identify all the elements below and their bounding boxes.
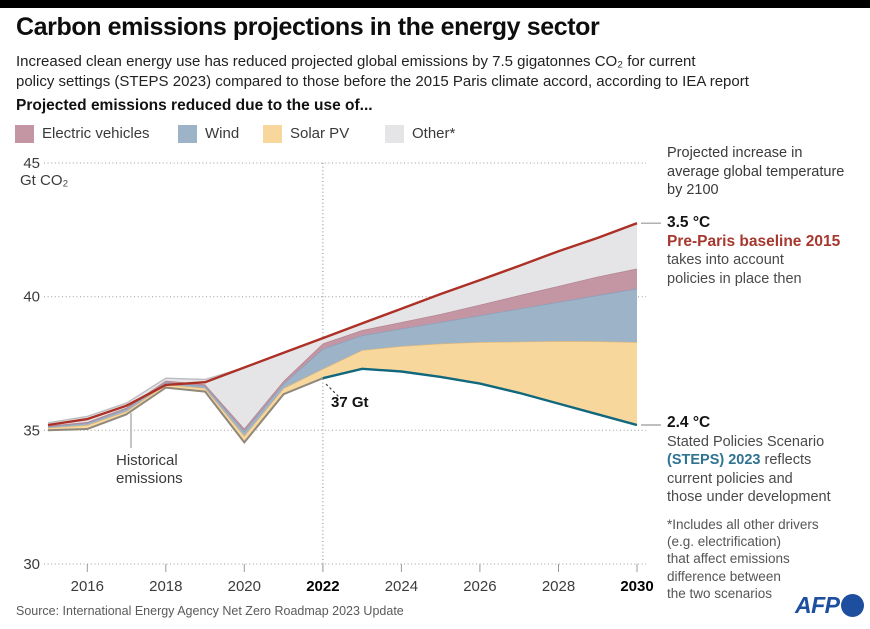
historical-emissions-label: Historical emissions — [116, 452, 183, 487]
temperature-note: Projected increase in average global tem… — [667, 145, 845, 198]
steps-temp: 2.4 °C — [667, 414, 711, 431]
y-axis-unit-label: Gt CO₂ — [20, 172, 69, 189]
steps-annotation: 2.4 °C Stated Policies Scenario (STEPS) … — [667, 414, 867, 507]
line-steps-2023 — [322, 367, 638, 427]
legend-item-other: Other* — [385, 124, 455, 143]
y-tick-label: 35 — [23, 422, 40, 439]
x-tick-label: 2020 — [228, 578, 261, 595]
y-tick-label: 45 — [23, 155, 40, 172]
legend-swatch-other — [385, 124, 404, 143]
y-tick-label: 40 — [23, 289, 40, 306]
value-label-37gt: 37 Gt — [331, 394, 369, 411]
x-tick-label: 2016 — [71, 578, 104, 595]
afp-logo: AFP — [795, 592, 864, 619]
source-credit: Source: International Energy Agency Net … — [16, 604, 404, 618]
band-electric-vehicles — [48, 268, 637, 432]
line-historical-emissions — [47, 377, 324, 445]
legend-label: Solar PV — [290, 125, 350, 142]
subtitle-line-2: policy settings (STEPS 2023) compared to… — [16, 73, 749, 90]
page-title: Carbon emissions projections in the ener… — [16, 13, 600, 41]
value-37gt-leader — [325, 383, 342, 400]
top-rule — [0, 0, 870, 8]
legend-item-electric-vehicles: Electric vehicles — [15, 124, 150, 143]
legend-swatch-wind — [178, 124, 197, 143]
x-tick-label: 2026 — [463, 578, 496, 595]
y-tick-label: 30 — [23, 556, 40, 573]
legend-label: Wind — [205, 125, 240, 142]
legend-title: Projected emissions reduced due to the u… — [16, 97, 373, 114]
x-tick-label: 2018 — [149, 578, 182, 595]
subtitle-line-1: Increased clean energy use has reduced p… — [16, 53, 696, 70]
subtitle: Increased clean energy use has reduced p… — [16, 52, 856, 92]
x-tick-label: 2024 — [385, 578, 418, 595]
x-tick-label: 2028 — [542, 578, 575, 595]
legend-item-wind: Wind — [178, 124, 239, 143]
band-wind — [48, 288, 637, 436]
afp-logo-text: AFP — [795, 592, 840, 618]
steps-name: (STEPS) 2023 — [667, 452, 761, 468]
x-tick-label: 2030 — [620, 578, 653, 595]
legend-swatch-electric-vehicles — [15, 124, 34, 143]
footnote: *Includes all other drivers (e.g. electr… — [667, 517, 819, 601]
band-solar-pv — [48, 341, 637, 443]
legend-item-solar-pv: Solar PV — [263, 124, 349, 143]
x-tick-label: 2022 — [306, 578, 339, 595]
legend-swatch-solar-pv — [263, 124, 282, 143]
line-pre-paris-baseline — [47, 222, 638, 427]
afp-logo-dot — [840, 594, 864, 617]
legend-label: Other* — [412, 125, 456, 142]
preparis-annotation: 3.5 °C Pre-Paris baseline 2015 takes int… — [667, 214, 867, 288]
preparis-name: Pre-Paris baseline 2015 — [667, 232, 841, 250]
legend-label: Electric vehicles — [42, 125, 150, 142]
preparis-temp: 3.5 °C — [667, 214, 711, 231]
